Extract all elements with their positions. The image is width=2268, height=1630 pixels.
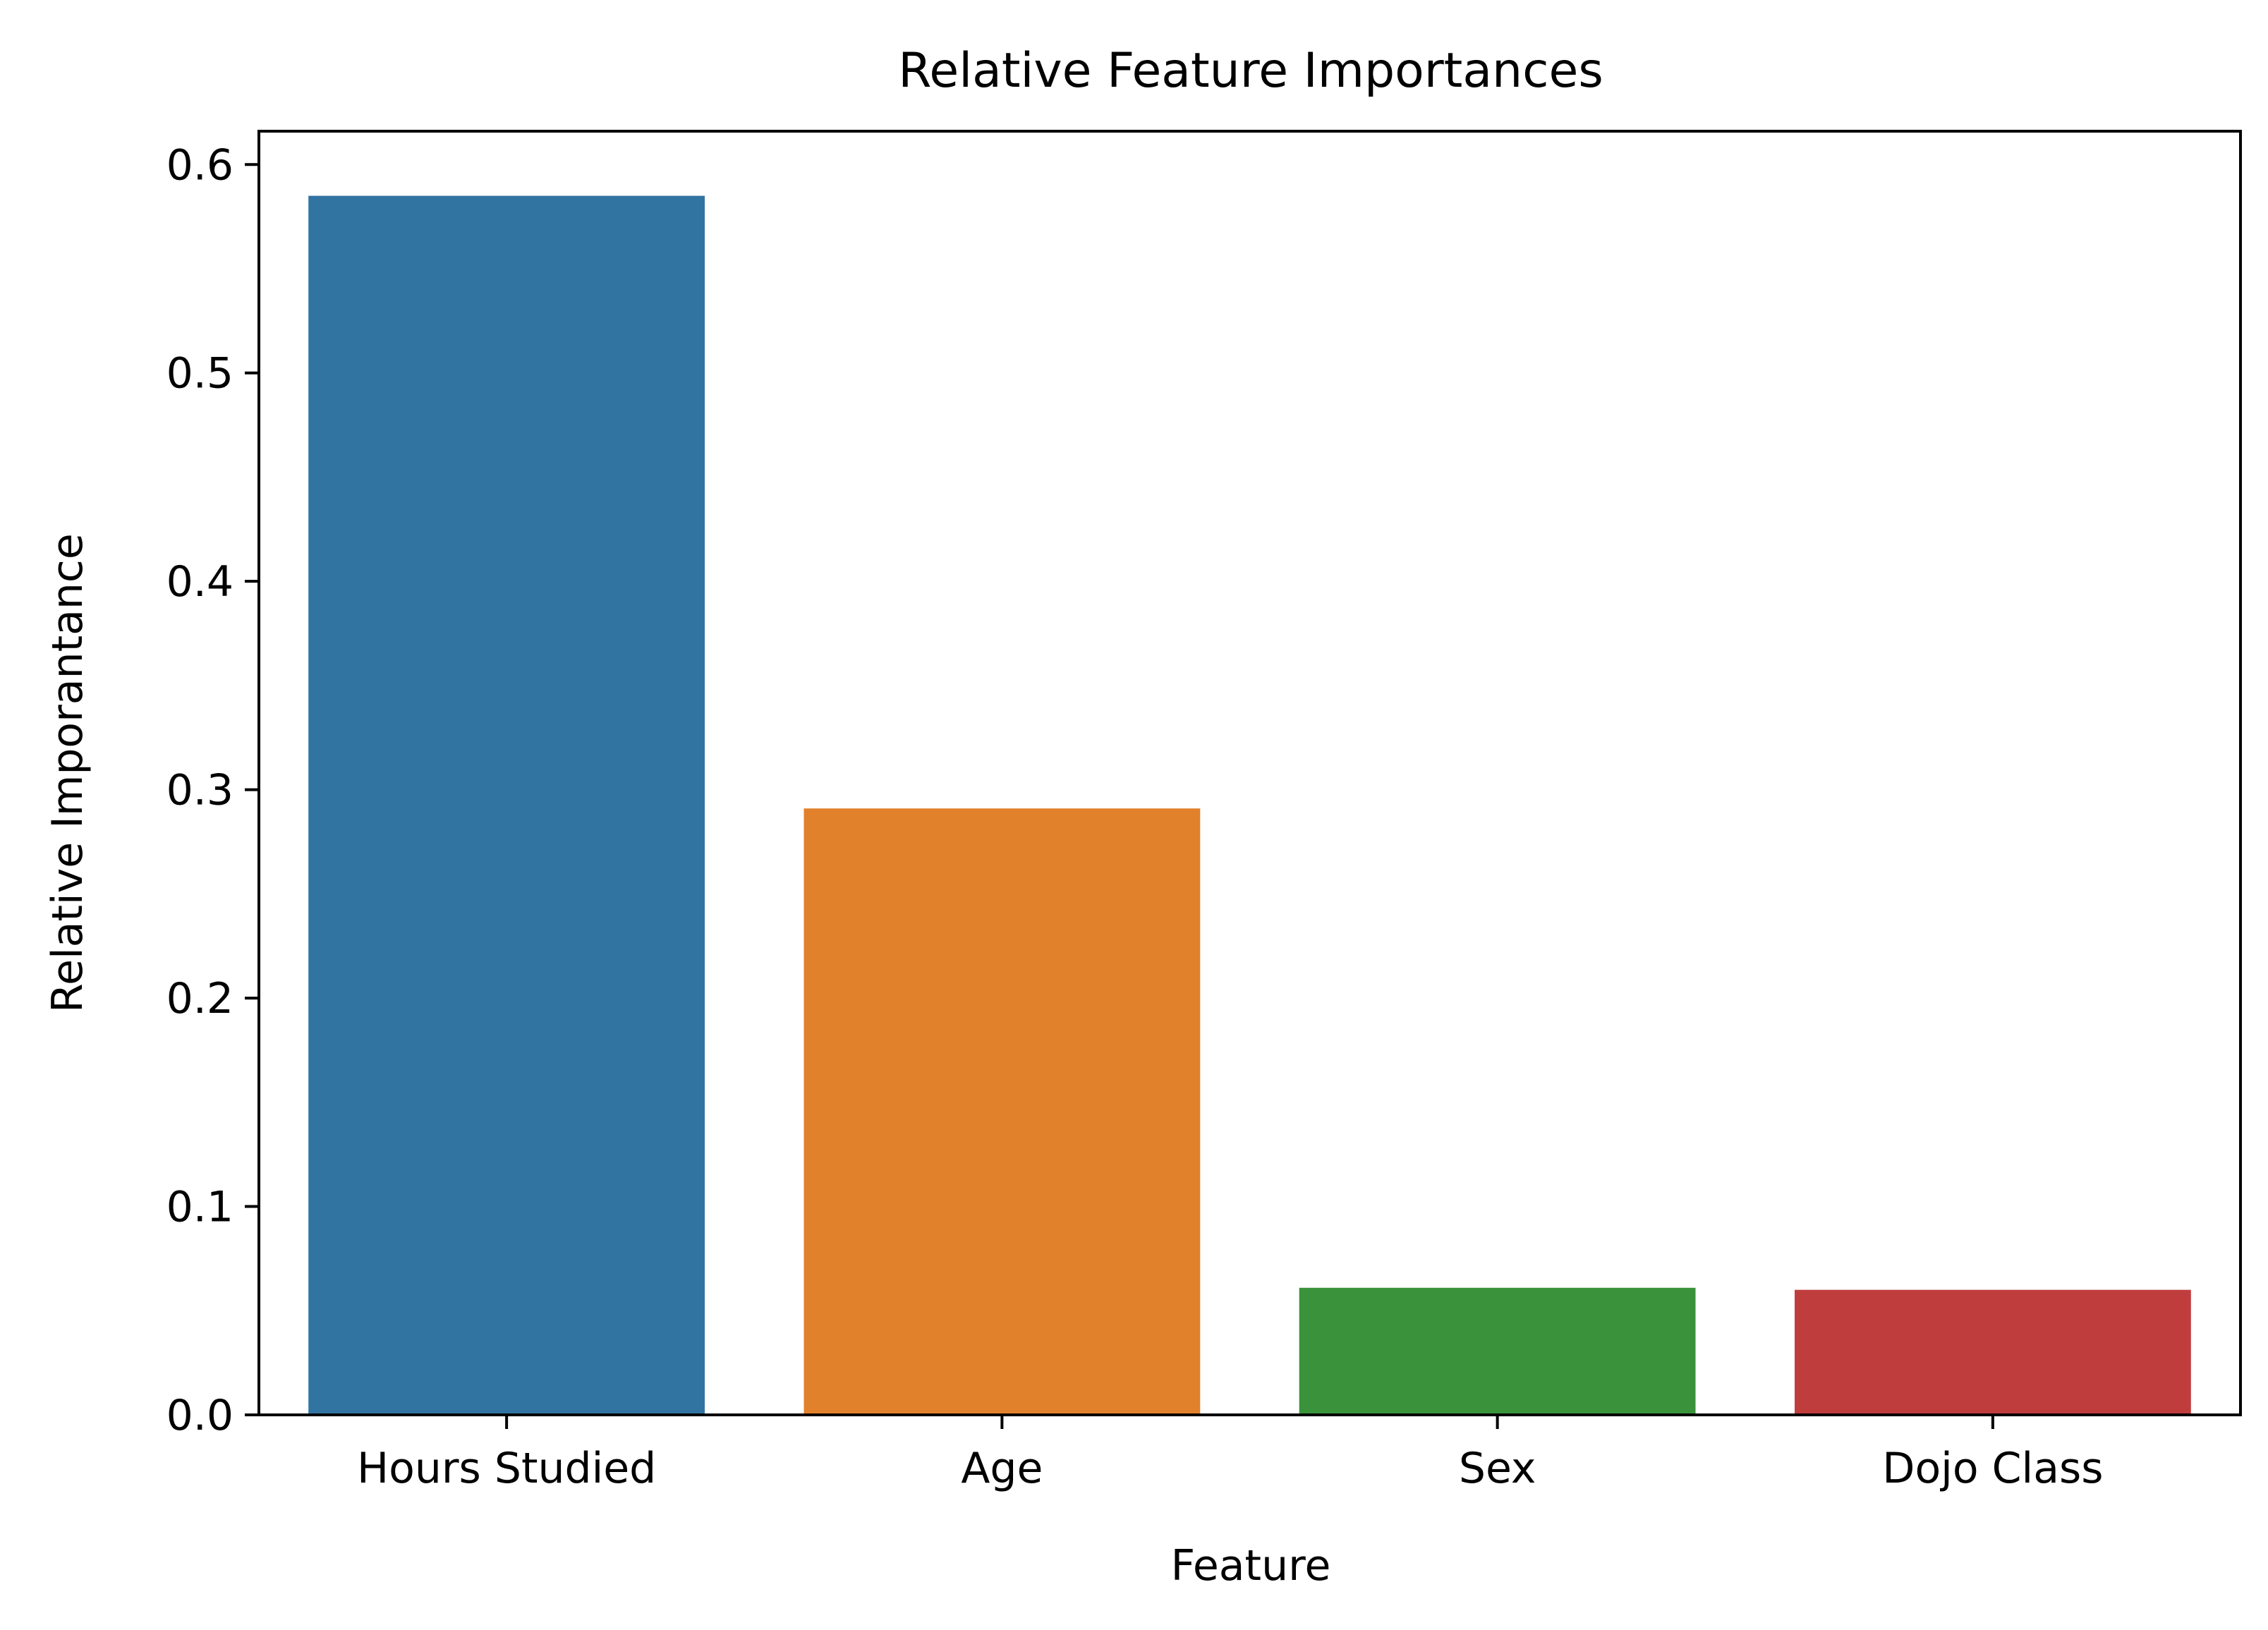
bar-dojo-class — [1795, 1289, 2191, 1415]
y-tick-label: 0.1 — [166, 1183, 234, 1232]
x-tick-label: Dojo Class — [1882, 1444, 2103, 1493]
x-axis-label: Feature — [1171, 1541, 1331, 1591]
y-axis: 0.0 0.1 0.2 0.3 0.4 0.5 0.6 — [166, 140, 259, 1440]
x-tick-label: Age — [961, 1444, 1043, 1493]
y-tick-label: 0.3 — [166, 766, 234, 815]
y-tick-label: 0.5 — [166, 349, 234, 399]
y-tick-label: 0.4 — [166, 557, 234, 607]
x-axis: Hours Studied Age Sex Dojo Class — [357, 1415, 2103, 1493]
x-tick-label: Hours Studied — [357, 1444, 656, 1493]
y-axis-label: Relative Imporantance — [43, 533, 92, 1013]
bar-sex — [1299, 1287, 1696, 1415]
y-tick-label: 0.0 — [166, 1391, 234, 1440]
plot-frame — [257, 130, 2242, 1416]
x-tick-label: Sex — [1459, 1444, 1536, 1493]
y-tick-label: 0.6 — [166, 140, 234, 190]
y-tick-label: 0.2 — [166, 974, 234, 1023]
bar-group — [308, 195, 2191, 1416]
bar-hours-studied — [308, 195, 705, 1416]
chart-title: Relative Feature Importances — [898, 43, 1603, 99]
bar-age — [803, 808, 1201, 1415]
